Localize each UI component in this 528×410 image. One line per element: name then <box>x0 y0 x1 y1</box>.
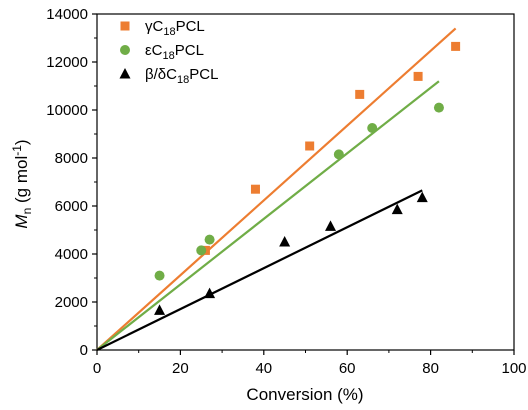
x-tick-label: 40 <box>255 360 272 377</box>
data-point-square <box>250 184 260 194</box>
data-point-square <box>305 141 315 151</box>
legend: γC18PCL εC18PCL β/δC18PCL <box>119 18 218 86</box>
fit-line-square <box>96 27 457 351</box>
data-point-circle <box>433 102 444 113</box>
data-point-circle <box>204 234 215 245</box>
y-tick-label: 6000 <box>55 198 88 215</box>
x-tick-label: 80 <box>422 360 439 377</box>
x-tick-label: 60 <box>339 360 356 377</box>
data-point-triangle <box>325 220 337 231</box>
fit-line-circle <box>96 80 440 351</box>
legend-label: β/δC18PCL <box>145 66 218 86</box>
legend-label: γC18PCL <box>145 18 205 38</box>
data-point-circle <box>367 123 378 133</box>
legend-marker-triangle <box>119 68 131 79</box>
y-tick-label: 2000 <box>55 294 88 311</box>
axes: 0 20 40 60 80 100 0 2000 4000 6000 8000 10000 12000 1… <box>46 6 526 377</box>
data-point-square <box>413 71 423 81</box>
data-point-triangle <box>154 304 166 315</box>
x-tick-label: 0 <box>93 360 101 377</box>
x-axis-title: Conversion (%) <box>246 385 363 404</box>
data-point-circle <box>333 149 344 160</box>
data-point-triangle <box>279 236 291 247</box>
fit-lines <box>96 27 457 351</box>
x-tick-label: 100 <box>501 360 526 377</box>
y-tick-label: 12000 <box>46 54 88 71</box>
y-tick-label: 10000 <box>46 102 88 119</box>
legend-marker-square <box>120 21 130 31</box>
fit-line-triangle <box>96 189 423 351</box>
y-tick-label: 8000 <box>55 150 88 167</box>
data-point-square <box>451 41 461 51</box>
y-tick-label: 14000 <box>46 6 88 23</box>
data-point-circle <box>154 270 165 281</box>
y-axis-title: Mn (g mol-1) <box>10 139 34 228</box>
data-point-square <box>355 89 365 99</box>
x-tick-label: 20 <box>172 360 189 377</box>
legend-marker-circle <box>120 45 130 55</box>
legend-label: εC18PCL <box>145 42 204 62</box>
data-point-triangle <box>416 191 428 203</box>
data-point-triangle <box>204 287 216 299</box>
data-point-circle <box>196 245 207 256</box>
y-tick-label: 4000 <box>55 246 88 263</box>
y-tick-label: 0 <box>80 342 88 359</box>
data-point-triangle <box>391 203 403 215</box>
data-points <box>154 41 461 315</box>
